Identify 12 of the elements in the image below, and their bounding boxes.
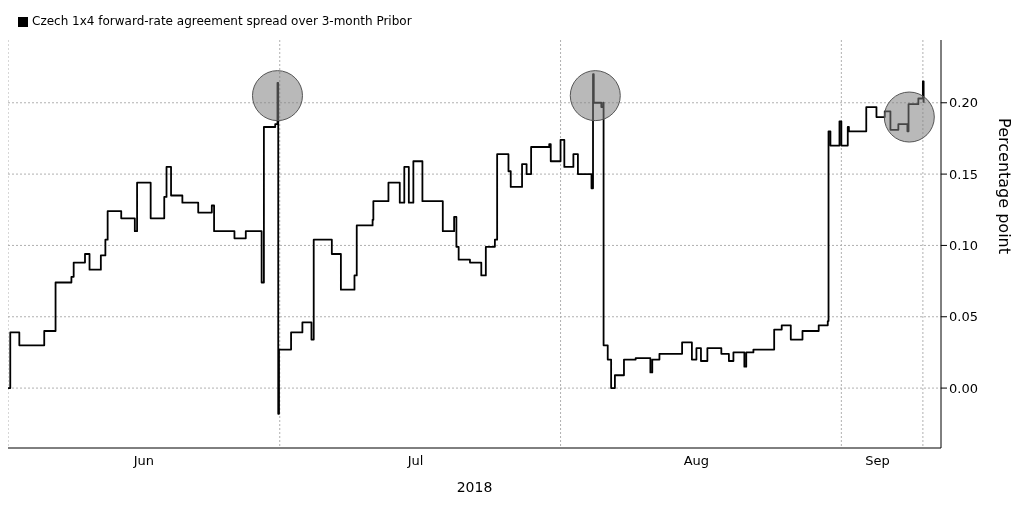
x-tick-label: Sep: [865, 453, 890, 469]
y-tick-label: 0.20: [949, 95, 978, 111]
x-tick-label: Jun: [132, 453, 155, 469]
y-tick-label: 0.15: [949, 166, 978, 182]
y-tick-label: 0.05: [949, 309, 978, 325]
y-tick-label: 0.00: [949, 380, 978, 396]
y-axis-title: Percentage point: [995, 118, 1015, 254]
y-tick-label: 0.10: [949, 238, 978, 254]
x-tick-label: Aug: [683, 453, 710, 469]
legend-label: Czech 1x4 forward-rate agreement spread over 3-month Pribor: [32, 14, 412, 28]
x-axis-title: 2018: [456, 479, 493, 495]
x-tick-label: Jul: [406, 453, 424, 469]
